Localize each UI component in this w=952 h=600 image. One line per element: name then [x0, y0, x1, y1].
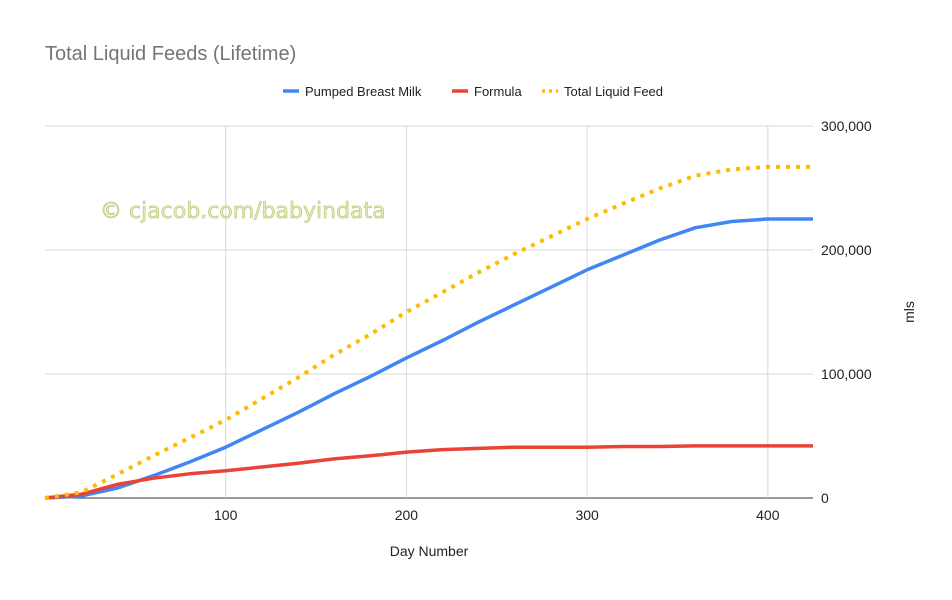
- y-axis-label: mls: [901, 301, 917, 323]
- watermark: © cjacob.com/babyindata: [100, 199, 386, 224]
- x-tick-label: 200: [395, 507, 419, 523]
- legend: Pumped Breast Milk Formula Total Liquid Fe…: [283, 84, 663, 99]
- x-axis-label: Day Number: [390, 543, 469, 559]
- legend-label: Total Liquid Feed: [564, 84, 663, 99]
- legend-label: Formula: [474, 84, 522, 99]
- x-tick-label: 400: [756, 507, 780, 523]
- series-group: [44, 164, 813, 500]
- series-line-formula: [44, 444, 813, 500]
- y-tick-label: 200,000: [821, 242, 872, 258]
- legend-label: Pumped Breast Milk: [305, 84, 422, 99]
- y-tick-label: 100,000: [821, 366, 872, 382]
- y-tick-label: 0: [821, 490, 829, 506]
- series-line-pumped-breast-milk: [44, 217, 813, 500]
- chart-title: Total Liquid Feeds (Lifetime): [45, 43, 296, 65]
- x-tick-label: 100: [214, 507, 238, 523]
- gridlines: [45, 125, 813, 499]
- x-tick-label: 300: [575, 507, 599, 523]
- y-tick-label: 300,000: [821, 118, 872, 134]
- ticks: 0 100,000 200,000 300,000 100 200 300 400: [214, 118, 872, 523]
